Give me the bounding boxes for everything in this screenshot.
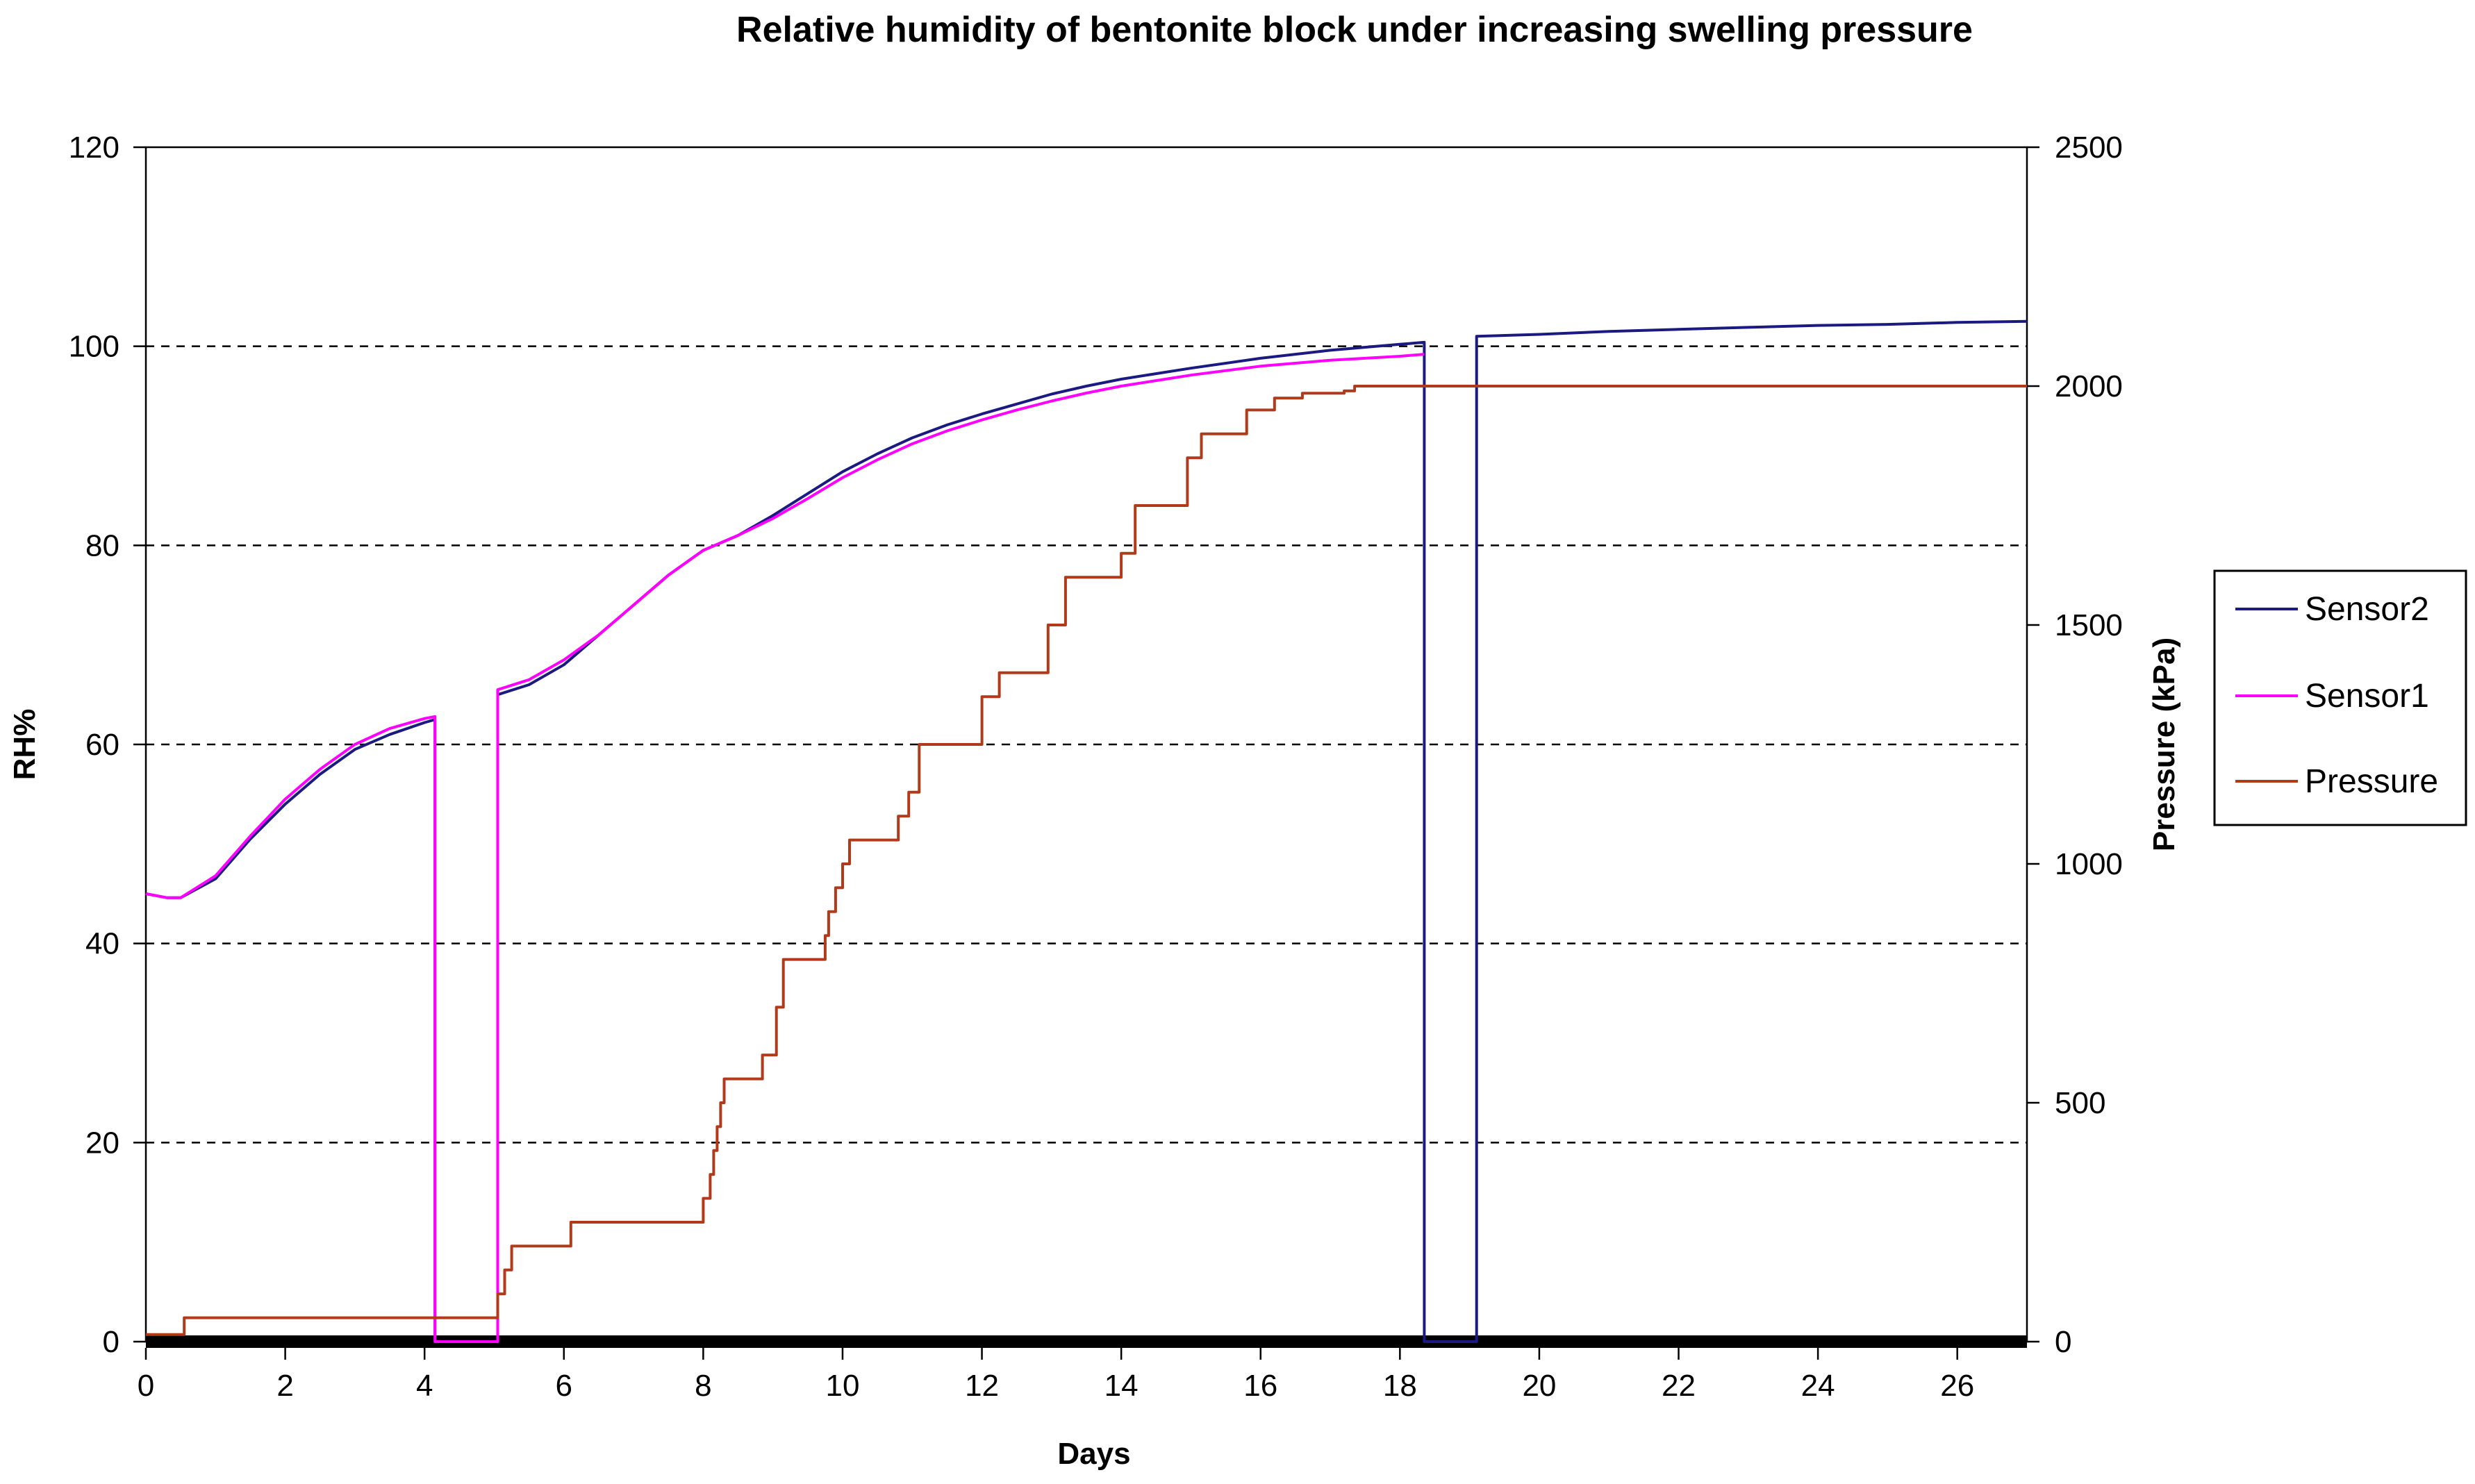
y-tick-label: 80 xyxy=(85,528,119,562)
x-tick-label: 8 xyxy=(695,1369,711,1403)
series-line-sensor2 xyxy=(145,319,2028,1343)
axes: 0 2 4 6 8 10 12 14 16 18 20 22 24 2602040608010012005… xyxy=(69,131,2123,1403)
y2-tick-label: 1500 xyxy=(2055,608,2123,642)
legend-label-pressure: Pressure xyxy=(2305,763,2438,800)
y-tick-label: 100 xyxy=(69,330,119,364)
x-tick-label: 2 xyxy=(276,1369,293,1403)
chart-title: Relative humidity of bentonite block und… xyxy=(736,10,1973,50)
x-tick-label: 18 xyxy=(1383,1369,1417,1403)
y2-axis-title: Pressure (kPa) xyxy=(2147,637,2181,851)
x-tick-label: 6 xyxy=(556,1369,572,1403)
x-tick-label: 16 xyxy=(1243,1369,1277,1403)
y2-tick-label: 0 xyxy=(2055,1325,2071,1359)
x-tick-label: 26 xyxy=(1940,1369,1974,1403)
x-axis-title: Days xyxy=(1057,1437,1130,1471)
series-lines xyxy=(145,319,2028,1343)
y-tick-label: 0 xyxy=(103,1325,119,1359)
legend-label-sensor1: Sensor1 xyxy=(2305,678,2429,715)
y-tick-label: 60 xyxy=(85,728,119,762)
series-line-sensor1 xyxy=(145,353,1425,1343)
x-tick-label: 22 xyxy=(1662,1369,1696,1403)
x-tick-label: 12 xyxy=(965,1369,999,1403)
legend: Sensor2 Sensor1 Pressure xyxy=(2213,569,2467,826)
x-tick-label: 4 xyxy=(416,1369,433,1403)
series-line-pressure xyxy=(146,385,2027,1336)
y-tick-label: 40 xyxy=(85,927,119,961)
x-tick-label: 20 xyxy=(1522,1369,1556,1403)
y-axis-title: RH% xyxy=(8,709,42,781)
x-tick-label: 10 xyxy=(825,1369,859,1403)
y2-tick-label: 1000 xyxy=(2055,847,2123,881)
gridlines xyxy=(146,345,2027,1144)
y-tick-label: 20 xyxy=(85,1126,119,1160)
x-tick-label: 0 xyxy=(138,1369,154,1403)
y-tick-label: 120 xyxy=(69,131,119,165)
legend-label-sensor2: Sensor2 xyxy=(2305,591,2429,628)
x-tick-label: 24 xyxy=(1801,1369,1835,1403)
y2-tick-label: 2500 xyxy=(2055,131,2123,165)
y2-tick-label: 500 xyxy=(2055,1086,2105,1120)
y2-tick-label: 2000 xyxy=(2055,369,2123,403)
x-tick-label: 14 xyxy=(1104,1369,1139,1403)
